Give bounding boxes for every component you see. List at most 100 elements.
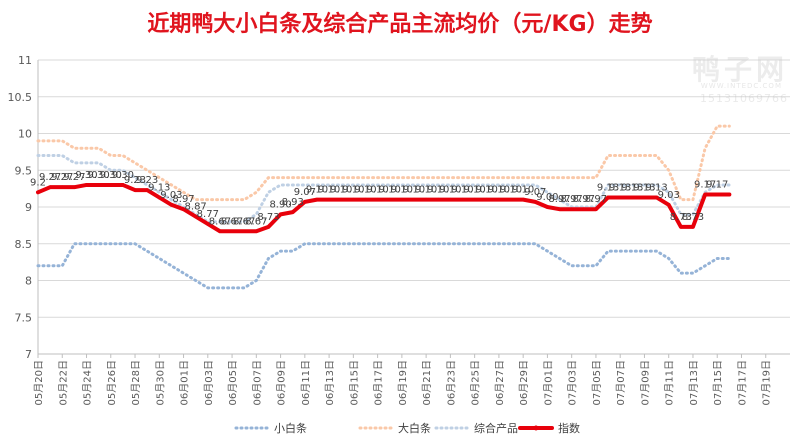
data-point: [448, 197, 453, 202]
data-point: [169, 202, 174, 207]
x-tick-label: 07月19日: [761, 360, 773, 405]
data-label: 9.30: [100, 170, 122, 181]
y-tick-label: 9: [25, 201, 32, 214]
data-label: 9.23: [124, 175, 146, 186]
x-tick-label: 07月01日: [542, 360, 554, 405]
y-tick-label: 7.5: [15, 311, 33, 324]
data-point: [181, 207, 186, 212]
data-label: 9.07: [524, 187, 546, 198]
data-point: [606, 195, 610, 200]
y-tick-label: 7: [25, 348, 32, 361]
data-label: 9.13: [609, 182, 631, 193]
data-label: 9.30: [112, 170, 134, 181]
data-label: 8.73: [682, 212, 704, 223]
data-label: 9.00: [536, 192, 558, 203]
data-point: [436, 197, 441, 202]
data-point: [533, 200, 538, 204]
data-point: [679, 225, 683, 229]
data-point: [266, 225, 271, 229]
watermark-phone: 15131069766: [700, 92, 788, 105]
watermark: 鸭子网 WWW.INTEDC.COM 15131069766: [612, 48, 788, 110]
watermark-url: WWW.INTEDC.COM: [700, 82, 782, 90]
data-point: [642, 195, 647, 200]
data-label: 8.90: [269, 199, 291, 210]
y-tick-label: 9.5: [15, 164, 33, 177]
data-labels: 9.29.279.279.279.309.309.309.309.239.239…: [30, 170, 728, 227]
x-tick-label: 06月07日: [251, 360, 263, 405]
data-point: [108, 183, 113, 187]
y-tick-label: 10: [18, 128, 32, 141]
data-label: 9.10: [330, 185, 352, 196]
data-point: [569, 207, 574, 212]
data-point: [703, 192, 707, 197]
data-label: 8.97: [585, 194, 607, 205]
data-label: 8.87: [185, 202, 207, 213]
x-tick-label: 05月28日: [130, 360, 142, 405]
data-label: 8.73: [670, 212, 692, 223]
x-tick-label: 05月24日: [82, 360, 94, 405]
data-point: [484, 197, 489, 202]
y-tick-label: 8.5: [15, 238, 33, 251]
data-point: [303, 200, 307, 204]
x-tick-label: 05月26日: [106, 360, 118, 405]
data-point: [521, 197, 525, 202]
data-point: [96, 183, 101, 187]
series-line-大白条: [36, 124, 731, 202]
data-point: [472, 197, 477, 202]
x-tick-label: 07月05日: [591, 360, 603, 405]
data-point: [278, 212, 283, 217]
data-point: [339, 197, 344, 202]
data-label: 8.97: [573, 194, 595, 205]
data-point: [400, 197, 404, 202]
legend-label: 小白条: [274, 421, 307, 435]
legend: 小白条 大白条 综合产品 指数: [234, 421, 580, 435]
data-point: [545, 205, 550, 209]
data-point: [60, 185, 65, 189]
data-point: [48, 185, 52, 189]
data-label: 8.77: [197, 209, 219, 220]
data-label: 9.2: [30, 177, 46, 188]
y-tick-label: 8: [25, 275, 32, 288]
legend-label: 大白条: [398, 421, 431, 435]
x-tick-label: 06月13日: [324, 360, 336, 405]
data-point: [387, 197, 392, 202]
x-tick-label: 05月20日: [33, 360, 45, 405]
data-point: [497, 197, 501, 202]
data-label: 9.13: [148, 182, 170, 193]
data-point: [509, 197, 513, 202]
data-point: [557, 207, 562, 212]
x-tick-label: 07月17日: [736, 360, 748, 405]
watermark-brand: 鸭子网: [691, 53, 788, 86]
legend-label: 指数: [558, 421, 580, 435]
data-point: [84, 183, 89, 187]
legend-label: 综合产品: [474, 421, 518, 435]
data-point: [290, 210, 295, 214]
x-tick-label: 06月17日: [373, 360, 385, 405]
data-label: 9.13: [645, 182, 667, 193]
data-label: 9.17: [694, 180, 716, 191]
data-label: 9.10: [342, 185, 364, 196]
x-tick-label: 05月30日: [154, 360, 166, 405]
x-tick-label: 06月23日: [445, 360, 457, 405]
series-lines: [36, 124, 732, 290]
data-label: 9.27: [39, 172, 61, 183]
x-tick-label: 05月22日: [57, 360, 69, 405]
data-label: 9.10: [488, 185, 510, 196]
series-line-综合产品: [36, 154, 731, 224]
data-label: 8.93: [282, 197, 304, 208]
data-point: [412, 197, 416, 202]
data-label: 9.30: [75, 170, 97, 181]
data-label: 9.10: [476, 185, 498, 196]
data-label: 9.10: [354, 185, 376, 196]
data-point: [327, 197, 331, 202]
data-label: 9.10: [403, 185, 425, 196]
data-label: 9.13: [621, 182, 643, 193]
x-tick-label: 06月19日: [397, 360, 409, 405]
data-point: [72, 185, 77, 189]
data-point: [691, 225, 695, 229]
x-tick-label: 06月15日: [348, 360, 360, 405]
data-label: 9.10: [451, 185, 473, 196]
data-point: [460, 197, 465, 202]
data-label: 9.10: [464, 185, 486, 196]
